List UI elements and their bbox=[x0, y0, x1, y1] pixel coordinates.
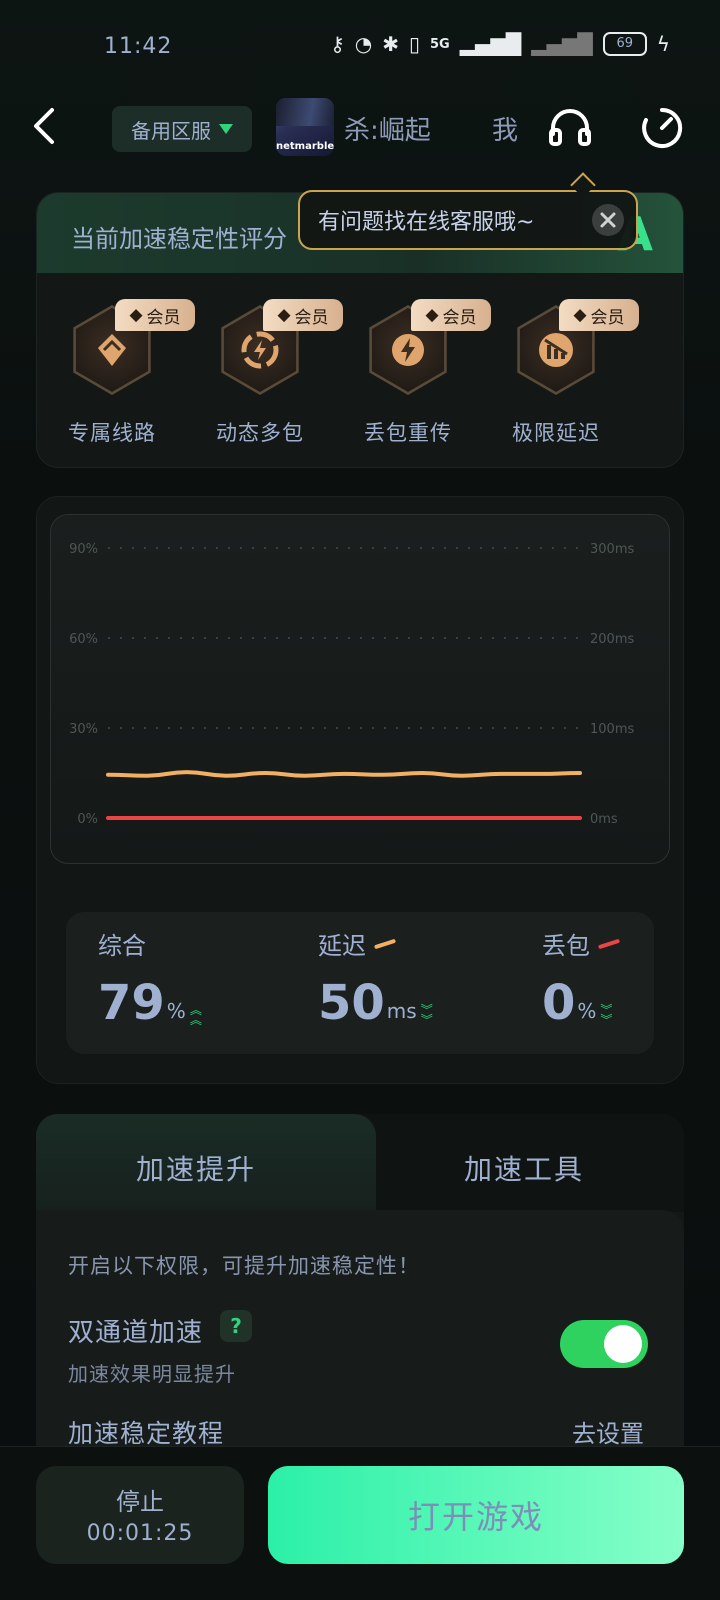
metric-loss-unit: % bbox=[577, 999, 597, 1023]
metric-latency-value: 50 bbox=[318, 975, 385, 1031]
speed-icon: ◔ bbox=[354, 32, 373, 56]
y-right-tick: 100ms bbox=[590, 722, 634, 737]
headset-icon bbox=[549, 109, 591, 146]
metric-overall-label: 综合 bbox=[98, 932, 146, 960]
y-left-tick: 90% bbox=[69, 542, 98, 557]
signal-icon-2: ▂▄▆█ bbox=[531, 32, 593, 56]
diamond-icon: ◆ bbox=[277, 305, 291, 325]
tooltip-text: 有问题找在线客服哦~ bbox=[318, 210, 535, 235]
metric-overall-unit: % bbox=[166, 999, 186, 1023]
loss-legend-swatch bbox=[597, 938, 621, 949]
y-left-tick: 60% bbox=[69, 632, 98, 647]
elapsed-timer: 00:01:25 bbox=[86, 1521, 194, 1546]
vip-badge: ◆ 会员 bbox=[115, 299, 195, 331]
metrics-panel bbox=[66, 912, 654, 1054]
close-icon bbox=[600, 212, 616, 228]
metric-overall-value: 79 bbox=[98, 975, 165, 1031]
y-left-tick: 30% bbox=[69, 722, 98, 737]
dropdown-icon bbox=[219, 124, 233, 134]
status-icons: ⚷ ◔ ✱ ▯ 5G ▂▄▆█ ▂▄▆█ 69 ϟ bbox=[330, 32, 670, 56]
tab-boost[interactable]: 加速提升 bbox=[136, 1153, 257, 1186]
metric-latency: 延迟 50 ms ︾ ︾ bbox=[318, 926, 433, 1027]
stop-label: 停止 bbox=[116, 1488, 164, 1516]
latency-legend-swatch bbox=[373, 938, 397, 949]
y-right-tick: 300ms bbox=[590, 542, 634, 557]
tutorial-link[interactable]: 加速稳定教程 bbox=[68, 1419, 225, 1448]
trend-up-icon: ︽ ︽ bbox=[189, 1003, 202, 1027]
chart-panel bbox=[50, 514, 670, 864]
metric-overall: 综合 79 % ︽ ︽ bbox=[98, 926, 202, 1027]
stop-button[interactable]: 停止 00:01:25 bbox=[36, 1466, 244, 1564]
vip-badge: ◆ 会员 bbox=[411, 299, 491, 331]
tab-tools-bg bbox=[344, 1114, 684, 1212]
network-type: 5G bbox=[430, 36, 450, 52]
stability-title: 当前加速稳定性评分 bbox=[71, 225, 287, 253]
metric-latency-unit: ms bbox=[386, 999, 417, 1023]
charging-icon: ϟ bbox=[656, 32, 670, 56]
dual-channel-title: 双通道加速 bbox=[68, 1318, 204, 1348]
y-right-tick: 200ms bbox=[590, 632, 634, 647]
latency-icon bbox=[539, 333, 573, 367]
trend-down-icon: ︾ ︾ bbox=[600, 1003, 613, 1027]
vibrate-icon: ▯ bbox=[409, 32, 421, 56]
shield-line-icon bbox=[98, 334, 126, 366]
metric-loss: 丢包 0 % ︾ ︾ bbox=[542, 926, 621, 1031]
diamond-icon: ◆ bbox=[573, 305, 587, 325]
boost-hint: 开启以下权限，可提升加速稳定性！ bbox=[68, 1254, 420, 1278]
timer-button[interactable] bbox=[640, 106, 684, 150]
server-label: 备用区服 bbox=[131, 118, 211, 143]
game-brand: netmarble bbox=[276, 141, 334, 152]
game-art bbox=[276, 98, 334, 126]
server-selector[interactable]: 备用区服 bbox=[112, 106, 252, 152]
latency-loss-chart: 90% 300ms 60% 200ms 30% 100ms 0% 0ms bbox=[69, 542, 634, 827]
vip-badge: ◆ 会员 bbox=[559, 299, 639, 331]
timer-icon bbox=[642, 107, 683, 148]
retransmit-icon bbox=[392, 334, 424, 366]
go-settings-link[interactable]: 去设置 bbox=[572, 1420, 644, 1448]
status-time: 11:42 bbox=[104, 34, 173, 59]
diamond-icon: ◆ bbox=[129, 305, 143, 325]
game-icon[interactable]: netmarble bbox=[276, 98, 334, 156]
me-tab[interactable]: 我 bbox=[492, 116, 519, 146]
open-game-button[interactable]: 打开游戏 bbox=[268, 1466, 684, 1564]
perk-label: 丢包重传 bbox=[364, 421, 452, 445]
tooltip-close-button[interactable] bbox=[592, 204, 624, 236]
y-right-tick: 0ms bbox=[590, 812, 618, 827]
toggle-knob bbox=[604, 1325, 642, 1363]
game-title: 杀:崛起 bbox=[344, 116, 431, 146]
perk-min-latency[interactable]: ◆ 会员 极限延迟 bbox=[501, 299, 639, 447]
vip-badge: ◆ 会员 bbox=[263, 299, 343, 331]
signal-icon: ▂▄▆█ bbox=[459, 32, 522, 56]
dual-channel-toggle[interactable] bbox=[560, 1320, 648, 1368]
bluetooth-icon: ✱ bbox=[382, 32, 399, 56]
multi-packet-icon bbox=[241, 331, 279, 369]
latency-series-line bbox=[106, 770, 582, 778]
metric-latency-label: 延迟 bbox=[318, 932, 366, 960]
dual-channel-subtitle: 加速效果明显提升 bbox=[68, 1362, 236, 1386]
diamond-icon: ◆ bbox=[425, 305, 439, 325]
support-button[interactable] bbox=[546, 104, 594, 152]
open-game-label: 打开游戏 bbox=[407, 1498, 544, 1536]
metric-loss-value: 0 bbox=[542, 975, 576, 1031]
support-tooltip: 有问题找在线客服哦~ bbox=[298, 190, 638, 250]
trend-down-icon: ︾ ︾ bbox=[420, 1003, 433, 1027]
battery-icon: 69 bbox=[602, 32, 647, 56]
tab-boost-bg bbox=[36, 1114, 376, 1212]
perk-label: 动态多包 bbox=[216, 421, 304, 445]
tab-tools[interactable]: 加速工具 bbox=[464, 1153, 585, 1186]
perk-label: 极限延迟 bbox=[512, 421, 600, 445]
y-left-tick: 0% bbox=[77, 812, 98, 827]
perk-dynamic-packets[interactable]: ◆ 会员 动态多包 bbox=[205, 299, 343, 447]
metric-loss-label: 丢包 bbox=[542, 932, 590, 960]
help-icon[interactable]: ? bbox=[220, 1310, 252, 1342]
perk-retransmit[interactable]: ◆ 会员 丢包重传 bbox=[353, 299, 491, 447]
back-icon bbox=[34, 108, 54, 144]
perk-label: 专属线路 bbox=[68, 421, 156, 445]
back-button[interactable] bbox=[26, 104, 66, 148]
key-icon: ⚷ bbox=[330, 32, 345, 56]
perk-dedicated-line[interactable]: ◆ 会员 专属线路 bbox=[57, 299, 195, 447]
